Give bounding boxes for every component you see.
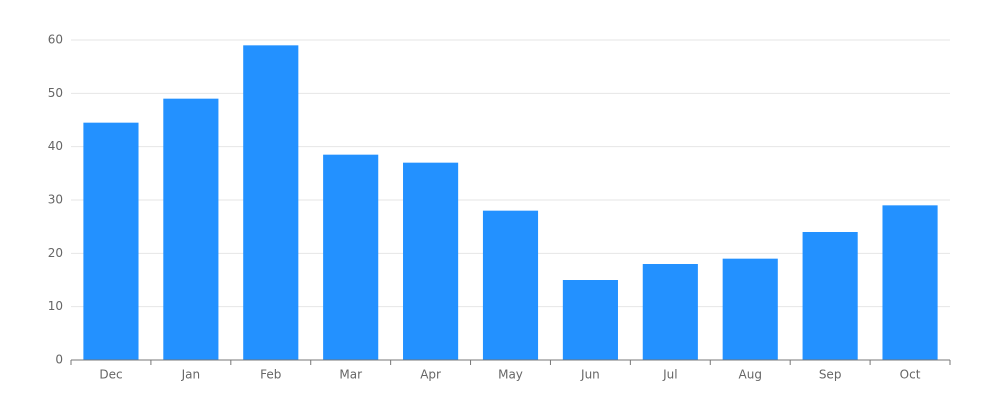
y-tick-label: 0 (55, 353, 63, 367)
y-tick-label: 50 (48, 86, 63, 100)
bar (562, 280, 618, 360)
x-tick-label: Aug (739, 368, 762, 382)
bar (83, 122, 139, 361)
bar (642, 264, 698, 360)
x-tick-label: Dec (99, 368, 122, 382)
x-tick-label: Apr (420, 368, 441, 382)
bar (722, 258, 778, 360)
bar (882, 205, 938, 360)
y-tick-label: 40 (48, 139, 63, 153)
bar (243, 45, 299, 360)
y-tick-label: 60 (48, 33, 63, 47)
bar (163, 98, 219, 361)
x-tick-label: Jul (662, 368, 677, 382)
bar (482, 210, 539, 360)
bar (323, 154, 379, 360)
bar (802, 232, 858, 360)
x-tick-label: Jan (181, 368, 201, 382)
x-tick-label: Mar (339, 368, 362, 382)
x-tick-label: Jun (580, 368, 600, 382)
y-tick-label: 20 (48, 246, 63, 260)
y-tick-label: 10 (48, 299, 63, 313)
x-tick-label: Sep (819, 368, 842, 382)
x-tick-label: May (498, 368, 523, 382)
x-tick-label: Feb (260, 368, 281, 382)
y-tick-label: 30 (48, 193, 63, 207)
bar (403, 162, 459, 360)
x-tick-label: Oct (900, 368, 921, 382)
